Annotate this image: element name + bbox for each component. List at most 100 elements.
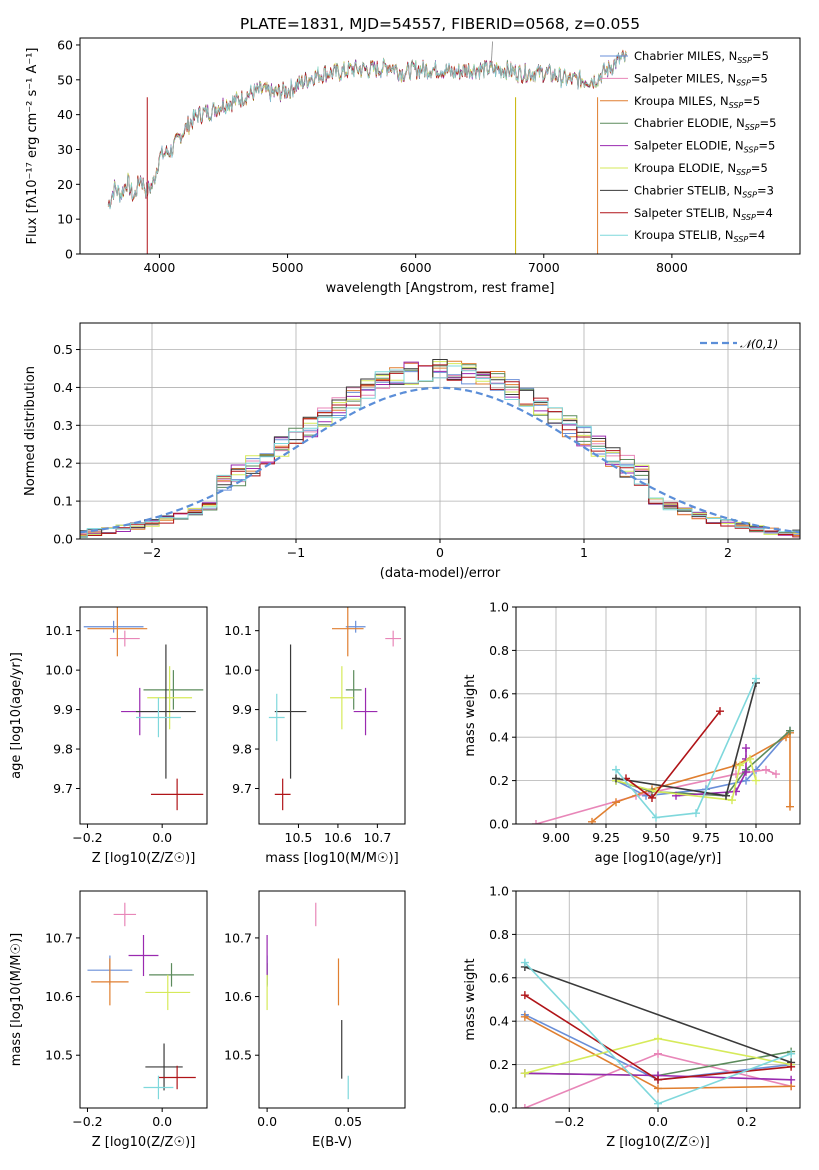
massweight-marker [716,707,724,716]
massweight-marker [612,774,620,783]
plot-frame [79,322,801,540]
errorbar-point [345,670,362,710]
y-tick-label: 10.1 [224,623,252,638]
y-tick-label: 1.0 [489,600,509,615]
x-tick-label: 0 [436,545,444,560]
x-tick-label: 0.2 [737,1114,757,1129]
emission-line-spike [490,41,493,66]
massweight-marker [654,1075,662,1084]
errorbar-point [330,666,354,730]
y-tick-label: 0.2 [489,773,509,788]
massweight-series-line [615,730,791,797]
errorbar-point [143,1075,174,1100]
errorbar-point [147,666,193,730]
y-tick-label: 0.4 [489,1014,509,1029]
y-tick-label: 10.6 [45,989,73,1004]
mass-metallicity-errorbars [87,902,196,1100]
errorbar-point [149,963,194,987]
massweight-marker [728,796,736,805]
massweight-marker [654,1084,662,1093]
massweight-marker [652,813,660,822]
x-tick-label: −0.2 [72,830,102,845]
massweight-marker [786,802,794,811]
massweight-metallicity-xlabel: Z [log10(Z/Z☉)] [606,1135,710,1150]
massweight-marker [742,744,750,753]
age-metallicity-ylabel: age [log10(age/yr)] [9,652,24,779]
spectrum-model-line [107,51,627,210]
massweight-marker [520,991,529,1000]
massweight-series-line [615,757,757,801]
errorbar-point [274,644,307,779]
x-tick-label: 4000 [144,260,176,275]
mass-metallicity-ylabel: mass [log10(M/M☉)] [9,933,24,1066]
y-tick-label: 9.7 [53,781,73,796]
x-tick-label: 0.0 [648,1114,668,1129]
x-tick-label: 8000 [656,260,688,275]
errorbar-point [136,697,181,738]
histogram-series [80,360,800,536]
x-tick-label: 0.0 [257,1114,277,1129]
y-tick-label: 1.0 [489,884,509,899]
massweight-marker [736,761,744,770]
y-tick-label: 0.6 [489,686,509,701]
y-tick-label: 40 [57,107,73,122]
x-tick-label: 0.05 [334,1114,362,1129]
x-tick-label: 7000 [528,260,560,275]
spectrum-legend: Chabrier MILES, NSSP=5 Salpeter MILES, NS… [600,49,776,244]
plot-frame [515,606,801,825]
legend-entry: Kroupa ELODIE, NSSP=5 [634,161,768,177]
massweight-age-ylabel: mass weight [463,674,478,756]
errorbar-point [145,1043,183,1091]
x-tick-label: 6000 [400,260,432,275]
massweight-marker [742,767,750,776]
errorbar-point [332,607,364,657]
massweight-marker [752,776,760,785]
normal-reference-curve [80,386,800,534]
spectrum-model-line [107,51,627,209]
y-tick-label: 10.7 [224,930,252,945]
figure-title: PLATE=1831, MJD=54557, FIBERID=0568, z=0… [240,15,640,33]
x-tick-label: 9.75 [692,830,720,845]
x-tick-label: 0.0 [152,830,172,845]
spectrum-lines [107,41,627,254]
massweight-marker [520,1069,529,1078]
residual-histogram-panel: −2 −1 0 1 2 0.0 0.1 0.2 0.3 0.4 0.5 𝒩(0,1) (data-mod… [23,322,801,581]
y-tick-label: 10 [57,212,73,227]
histogram-ylabel: Normed distribution [23,366,38,496]
massweight-age-lines [532,674,794,824]
errorbar-point [113,902,137,927]
x-tick-label: 0.0 [152,1114,172,1129]
y-tick-label: 10.5 [45,1048,73,1063]
massweight-marker [532,820,540,824]
y-tick-label: 0.2 [489,1057,509,1072]
massweight-marker [692,809,700,818]
mass-vs-metallicity-panel: −0.2 0.0 10.5 10.6 10.7 Z [log10(Z/Z☉)] mass [… [9,890,208,1150]
plot-frame [79,890,208,1109]
errorbar-point [345,620,366,633]
massweight-marker [762,765,770,774]
massweight-vs-metallicity-panel: −0.2 0.0 0.2 0.0 0.2 0.4 0.6 0.8 1.0 Z [log10(Z/Z… [463,884,801,1150]
legend-entry: Salpeter MILES, NSSP=5 [634,71,768,87]
errorbar-point [91,958,129,1006]
massweight-series-line [615,730,791,797]
mass-metallicity-xlabel: Z [log10(Z/Z☉)] [92,1135,196,1150]
massweight-marker [772,770,780,779]
massweight-marker [654,1099,662,1108]
errorbar-point [145,974,191,1011]
legend-entry: Salpeter STELIB, NSSP=4 [634,206,773,222]
massweight-series-line [524,966,792,1064]
legend-entry: Chabrier ELODIE, NSSP=5 [634,116,776,132]
massweight-marker [742,776,750,785]
errorbar-point [158,1065,196,1090]
y-tick-label: 30 [57,142,73,157]
spectrum-panel: 4000 5000 6000 7000 8000 0 10 20 30 40 50 60 Chabrie… [25,37,801,296]
y-tick-label: 10.7 [45,930,73,945]
massweight-marker [787,1062,796,1071]
y-tick-label: 60 [57,37,73,52]
massweight-marker [654,1034,662,1043]
y-tick-label: 0.0 [489,817,509,832]
y-tick-label: 10.0 [224,663,252,678]
y-tick-label: 0.4 [489,730,509,745]
age-mass-errorbars [268,607,402,811]
